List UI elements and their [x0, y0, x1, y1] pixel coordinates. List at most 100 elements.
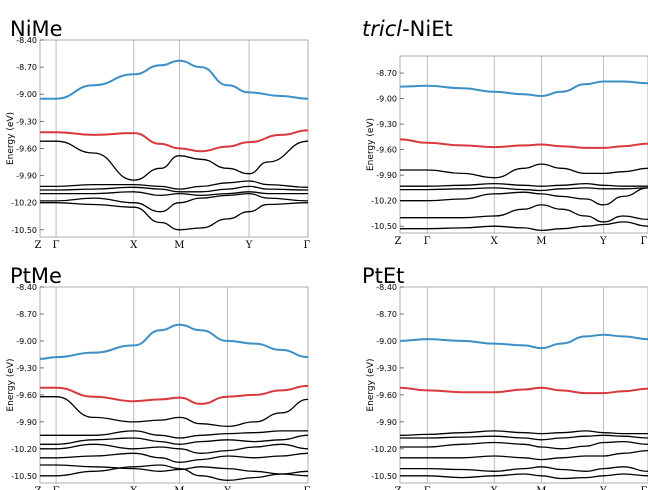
y-tick-label: -8.70: [16, 310, 37, 319]
band-line: [399, 80, 648, 98]
band-line: [400, 204, 648, 223]
x-tick-label: Z: [395, 236, 402, 247]
band-line: [400, 221, 648, 232]
x-tick-label: Γ: [304, 240, 311, 251]
x-tick-label: Γ: [53, 486, 60, 490]
band-line: [39, 430, 308, 439]
band-line: [39, 464, 309, 481]
panel-title-part: PtEt: [362, 264, 404, 288]
band-line: [400, 187, 648, 192]
x-tick-label: Γ: [424, 236, 431, 247]
y-tick-label: -9.00: [376, 95, 397, 104]
band-line: [399, 187, 648, 206]
y-tick-label: -9.00: [376, 337, 397, 346]
x-tick-label: M: [174, 486, 184, 490]
band-line: [40, 192, 309, 213]
y-axis-label: Energy (eV): [366, 358, 376, 411]
panel-title: PtMe: [10, 264, 62, 288]
panel-title-part: -NiEt: [402, 17, 453, 41]
band-line: [40, 180, 309, 190]
y-tick-label: -8.40: [16, 283, 37, 292]
x-tick-label: X: [491, 486, 499, 490]
x-tick-label: Γ: [641, 486, 648, 490]
y-tick-label: -9.90: [16, 172, 37, 181]
y-tick-label: -10.20: [371, 197, 397, 206]
band-line: [40, 191, 308, 197]
x-tick-label: Y: [599, 486, 607, 490]
y-tick-label: -10.20: [371, 445, 397, 454]
panel-title-part: PtMe: [10, 264, 62, 288]
band-line: [399, 333, 648, 350]
plot-frame: [399, 286, 648, 484]
plot-frame: [399, 55, 648, 234]
band-line: [40, 129, 309, 153]
y-tick-label: -9.30: [376, 364, 397, 373]
band-line: [400, 182, 648, 187]
x-tick-label: M: [536, 486, 546, 490]
x-tick-label: Γ: [424, 486, 431, 490]
band-line: [399, 138, 648, 149]
x-tick-label: Y: [245, 240, 253, 251]
band-panel: PtEt-8.40 -8.70 -9.00 -9.30 -9.60 -9.90 -10.20…: [362, 264, 648, 490]
y-axis-label: Energy (eV): [6, 112, 16, 165]
panel-title-part: NiMe: [10, 17, 63, 41]
y-tick-label: -10.50: [371, 472, 397, 481]
y-tick-label: -8.40: [376, 283, 397, 292]
band-line: [40, 464, 309, 475]
x-tick-label: Y: [223, 486, 231, 490]
x-tick-label: X: [491, 236, 499, 247]
y-tick-label: -9.60: [376, 146, 397, 155]
band-line: [40, 202, 309, 231]
y-tick-label: -9.00: [16, 337, 37, 346]
x-tick-label: Γ: [641, 236, 648, 247]
y-tick-label: -9.90: [376, 418, 397, 427]
panel-title: PtEt: [362, 264, 404, 288]
band-line: [399, 430, 648, 436]
y-tick-label: -9.60: [16, 391, 37, 400]
band-line: [400, 440, 648, 450]
y-tick-label: -10.20: [11, 199, 37, 208]
band-panel: NiMe-8.40 -8.70 -9.00 -9.30 -9.60 -9.90 -10.20…: [6, 17, 311, 251]
y-tick-label: -9.60: [376, 391, 397, 400]
x-tick-label: X: [130, 486, 138, 490]
panel-title-part: tricl: [362, 17, 402, 41]
band-panel: tricl-NiEt -8.70 -9.00 -9.30 -9.60 -9.90 -10.2…: [362, 17, 648, 247]
y-tick-label: -9.90: [376, 171, 397, 180]
y-tick-label: -9.30: [16, 117, 37, 126]
band-line: [40, 59, 309, 100]
y-tick-label: -10.50: [371, 222, 397, 231]
y-tick-label: -8.70: [376, 69, 397, 78]
y-tick-label: -9.60: [16, 144, 37, 153]
x-tick-label: M: [536, 236, 546, 247]
x-tick-label: Y: [599, 236, 607, 247]
y-tick-label: -9.90: [16, 418, 37, 427]
x-tick-label: Z: [35, 486, 42, 490]
x-tick-label: M: [174, 240, 184, 251]
x-tick-label: Z: [35, 240, 42, 251]
y-tick-label: -9.00: [16, 90, 37, 99]
band-line: [399, 473, 648, 480]
panel-title: NiMe: [10, 17, 63, 41]
x-tick-label: Z: [395, 486, 402, 490]
x-tick-label: Γ: [53, 240, 60, 251]
y-axis-label: Energy (eV): [6, 358, 16, 411]
y-tick-label: -9.30: [376, 120, 397, 129]
band-line: [40, 452, 309, 463]
band-line: [40, 396, 309, 428]
y-axis-label: Energy (eV): [366, 118, 376, 171]
band-line: [399, 386, 648, 395]
y-tick-label: -10.50: [11, 472, 37, 481]
band-line: [40, 434, 309, 445]
y-tick-label: -8.40: [16, 36, 37, 45]
y-tick-label: -9.30: [16, 364, 37, 373]
band-line: [39, 185, 309, 193]
x-tick-label: X: [130, 240, 138, 251]
band-line: [400, 466, 648, 472]
band-line: [400, 449, 648, 461]
y-tick-label: -8.70: [376, 310, 397, 319]
y-tick-label: -8.70: [16, 63, 37, 72]
band-line: [400, 163, 648, 179]
y-tick-label: -10.20: [11, 445, 37, 454]
y-tick-label: -10.50: [11, 226, 37, 235]
